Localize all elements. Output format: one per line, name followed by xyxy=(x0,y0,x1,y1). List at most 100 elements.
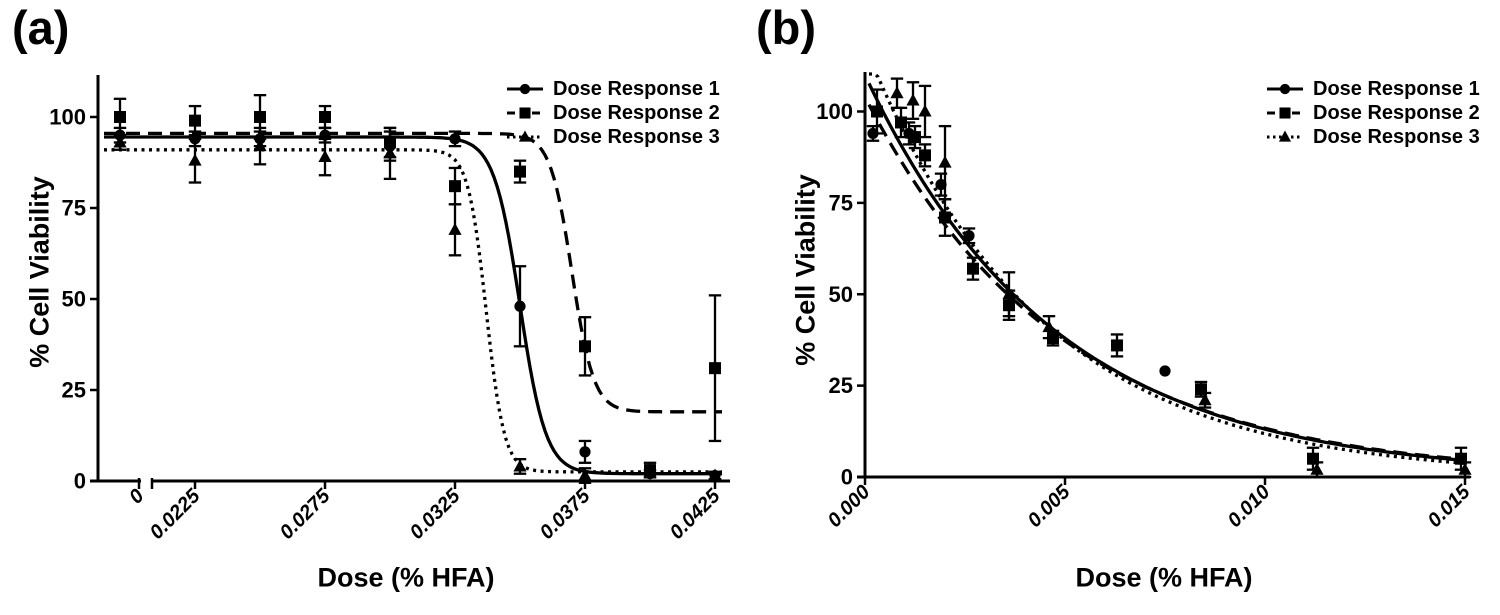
legend-item: Dose Response 2 xyxy=(1266,101,1480,125)
data-point-square xyxy=(919,149,931,162)
legend-key-triangle-dotted-icon xyxy=(507,130,543,142)
y-tick-label: 25 xyxy=(829,373,853,398)
y-tick-label: 0 xyxy=(841,465,853,490)
x-tick-label: 0.0325 xyxy=(406,484,465,543)
legend-key-square-dashed-icon xyxy=(1267,107,1303,119)
data-point-triangle xyxy=(318,150,332,163)
panel-b-y-axis-title: % Cell Viability xyxy=(790,174,821,366)
legend-key-marker xyxy=(519,83,531,95)
data-point-circle xyxy=(1159,365,1171,377)
data-point-triangle xyxy=(906,93,920,106)
x-tick-label: 0.0225 xyxy=(146,484,205,543)
data-point-triangle xyxy=(113,135,127,148)
series-dose-response-3 xyxy=(890,77,1472,479)
panel-a-y-axis-title: % Cell Viability xyxy=(24,176,55,368)
legend-key-marker xyxy=(1278,130,1292,142)
series-dose-response-2 xyxy=(113,94,722,479)
legend-key-square-dashed-icon xyxy=(507,107,543,119)
legend-item: Dose Response 3 xyxy=(1266,125,1480,149)
x-tick-label: 0.010 xyxy=(1224,481,1275,532)
data-point-square xyxy=(709,362,721,375)
x-tick-label: 0.0275 xyxy=(276,484,335,543)
y-tick-label: 50 xyxy=(829,282,853,307)
data-point-triangle xyxy=(513,459,527,472)
fit-curve-solid xyxy=(104,135,722,476)
legend-key-marker xyxy=(1279,107,1291,119)
legend-key-marker xyxy=(519,107,531,119)
legend-label: Dose Response 2 xyxy=(1313,101,1480,124)
legend-label: Dose Response 1 xyxy=(1313,77,1480,100)
data-point-triangle xyxy=(890,86,904,99)
panel-a-label: (a) xyxy=(12,1,70,54)
data-point-square xyxy=(514,165,526,178)
data-point-square xyxy=(254,111,266,123)
data-point-square xyxy=(871,105,883,118)
y-tick-label: 100 xyxy=(816,99,853,124)
data-point-triangle xyxy=(1198,393,1212,406)
fit-curve-dotted xyxy=(104,148,722,474)
series-dose-response-3 xyxy=(113,126,722,484)
data-point-triangle xyxy=(708,468,722,481)
data-point-square xyxy=(189,114,201,127)
x-tick-label: 0.0375 xyxy=(536,484,595,543)
panel-b-legend: Dose Response 1 Dose Response 2 Dose Res… xyxy=(1266,77,1480,149)
data-point-triangle xyxy=(1310,462,1324,475)
data-point-triangle xyxy=(253,139,267,152)
data-point-square xyxy=(909,131,921,144)
panel-b-label: (b) xyxy=(756,1,817,54)
data-point-triangle xyxy=(1002,287,1016,300)
data-point-circle xyxy=(579,446,591,458)
data-point-square xyxy=(449,180,461,193)
data-point-square xyxy=(895,116,907,129)
y-tick-label: 50 xyxy=(62,287,86,312)
fit-curve-dashed xyxy=(104,131,722,414)
data-point-square xyxy=(939,211,951,224)
data-point-triangle xyxy=(578,468,592,481)
legend-key-marker xyxy=(518,130,532,142)
data-point-circle xyxy=(935,179,947,191)
legend-item: Dose Response 1 xyxy=(506,77,720,101)
legend-label: Dose Response 3 xyxy=(1313,125,1480,148)
data-point-square xyxy=(1111,339,1123,352)
y-tick-label: 75 xyxy=(62,196,86,221)
data-point-triangle xyxy=(383,146,397,159)
legend-key-marker xyxy=(1279,83,1291,95)
legend-label: Dose Response 1 xyxy=(553,77,720,100)
series-dose-response-1 xyxy=(113,126,722,482)
x-tick-label: 0 xyxy=(125,485,148,508)
panel-b-x-axis-title: Dose (% HFA) xyxy=(1075,562,1253,593)
y-tick-label: 75 xyxy=(829,190,853,215)
fit-curve-dashed xyxy=(867,103,1467,462)
data-point-square xyxy=(319,111,331,123)
data-point-triangle xyxy=(448,222,462,235)
x-tick-label: 0.0425 xyxy=(666,484,725,543)
data-point-triangle xyxy=(1458,462,1472,475)
series-dose-response-1 xyxy=(866,121,1171,377)
data-point-circle xyxy=(963,230,975,242)
legend-item: Dose Response 1 xyxy=(1266,77,1480,101)
legend-key-circle-solid-icon xyxy=(1267,83,1303,95)
x-tick-label: 0.015 xyxy=(1424,480,1476,532)
panel-a-legend: Dose Response 1 Dose Response 2 Dose Res… xyxy=(506,77,720,149)
legend-key-triangle-dotted-icon xyxy=(1267,130,1303,142)
legend-label: Dose Response 2 xyxy=(553,101,720,124)
y-tick-label: 25 xyxy=(62,378,86,403)
y-tick-label: 0 xyxy=(74,469,86,494)
data-point-circle xyxy=(449,133,461,145)
data-point-square xyxy=(579,340,591,353)
data-point-triangle xyxy=(918,104,932,117)
data-point-square xyxy=(967,262,979,275)
legend-item: Dose Response 3 xyxy=(506,125,720,149)
data-point-circle xyxy=(514,300,526,312)
data-point-triangle xyxy=(188,153,202,166)
data-point-square xyxy=(644,464,656,477)
y-tick-label: 100 xyxy=(49,105,86,130)
legend-key-circle-solid-icon xyxy=(507,83,543,95)
legend-item: Dose Response 2 xyxy=(506,101,720,125)
data-point-triangle xyxy=(938,155,952,168)
legend-label: Dose Response 3 xyxy=(553,125,720,148)
data-point-triangle xyxy=(1042,320,1056,333)
data-point-square xyxy=(114,111,126,123)
